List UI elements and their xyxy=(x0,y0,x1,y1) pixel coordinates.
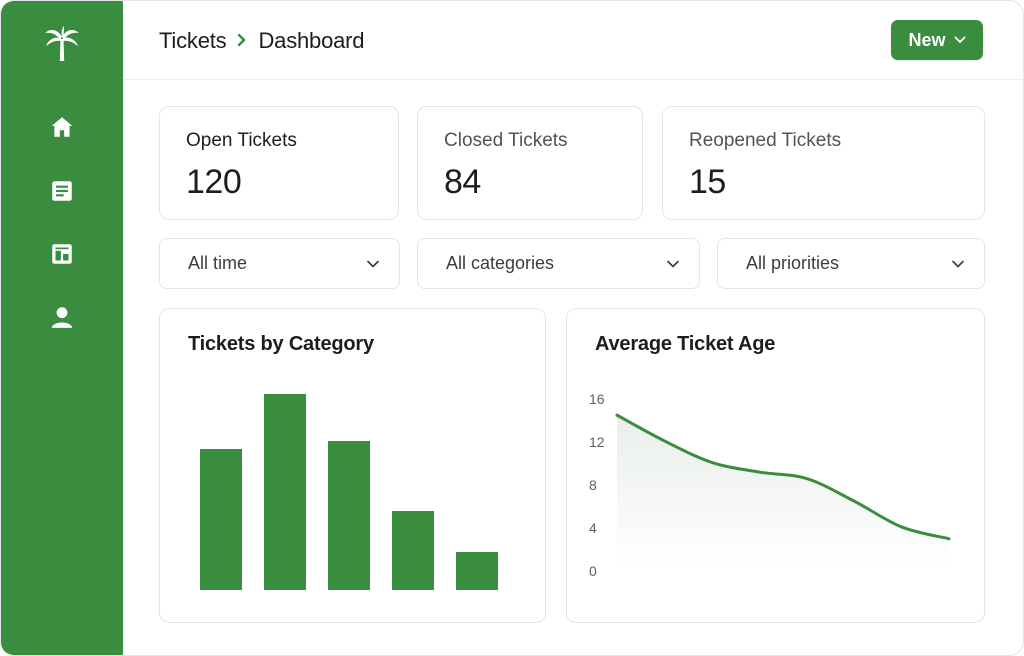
stat-value: 120 xyxy=(186,163,242,201)
chevron-down-icon xyxy=(367,260,379,268)
new-button[interactable]: New xyxy=(891,20,983,60)
breadcrumb-dashboard: Dashboard xyxy=(258,28,365,53)
chevron-right-icon xyxy=(236,31,248,52)
series-line[interactable] xyxy=(615,413,951,541)
document-icon[interactable] xyxy=(45,174,79,208)
chart-title: Tickets by Category xyxy=(188,333,374,355)
bar[interactable] xyxy=(264,394,306,590)
stat-label: Closed Tickets xyxy=(444,130,568,151)
stat-label: Open Tickets xyxy=(186,130,297,151)
line-chart: 0 4 8 12 16 xyxy=(589,391,951,579)
tickets-by-category-card: Tickets by Category xyxy=(159,308,546,623)
category-filter-select[interactable]: All categories xyxy=(417,238,700,289)
y-tick-label: 0 xyxy=(589,563,597,579)
bar[interactable] xyxy=(456,552,498,590)
priority-filter-select[interactable]: All priorities xyxy=(717,238,985,289)
dashboard-icon[interactable] xyxy=(45,237,79,271)
user-icon[interactable] xyxy=(45,300,79,334)
select-value: All categories xyxy=(446,253,555,273)
stat-card-reopened: Reopened Tickets 15 xyxy=(662,106,985,220)
chevron-down-icon xyxy=(667,260,679,268)
chevron-down-icon xyxy=(952,260,964,268)
y-tick-label: 12 xyxy=(589,434,605,450)
time-filter-select[interactable]: All time xyxy=(159,238,400,289)
stat-card-open: Open Tickets 120 xyxy=(159,106,399,220)
y-tick-label: 16 xyxy=(589,391,605,407)
stat-value: 84 xyxy=(444,163,481,201)
area-fill xyxy=(617,415,949,571)
home-icon[interactable] xyxy=(45,110,79,144)
select-value: All time xyxy=(188,253,248,273)
bar-chart xyxy=(200,394,498,590)
breadcrumb: Tickets Dashboard xyxy=(159,28,364,54)
breadcrumb-tickets[interactable]: Tickets xyxy=(159,28,227,53)
y-tick-label: 4 xyxy=(589,520,597,536)
stat-value: 15 xyxy=(689,163,726,201)
stat-card-closed: Closed Tickets 84 xyxy=(417,106,643,220)
chevron-down-icon xyxy=(954,36,965,43)
y-tick-label: 8 xyxy=(589,477,597,493)
bar[interactable] xyxy=(200,449,242,590)
sidebar xyxy=(1,1,123,655)
palm-tree-icon[interactable] xyxy=(41,23,83,65)
new-button-label: New xyxy=(908,29,946,50)
bar[interactable] xyxy=(392,511,434,590)
bar[interactable] xyxy=(328,441,370,590)
chart-title: Average Ticket Age xyxy=(595,333,776,355)
header: Tickets Dashboard New xyxy=(123,1,1023,80)
stat-label: Reopened Tickets xyxy=(689,130,842,151)
select-value: All priorities xyxy=(746,253,840,273)
average-ticket-age-card: Average Ticket Age 0 4 8 12 16 xyxy=(566,308,985,623)
